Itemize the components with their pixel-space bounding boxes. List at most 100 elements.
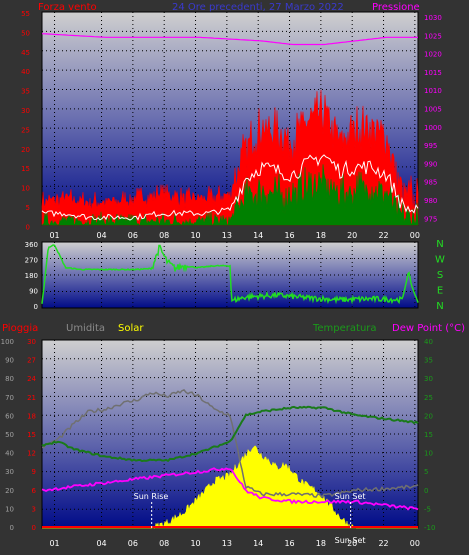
sunset-axis-annotation: Sun Set: [335, 536, 366, 545]
x-tick-label: 00: [410, 539, 420, 548]
direction-y-tick: 360: [25, 241, 38, 249]
humidity-y-tick: 100: [1, 338, 14, 346]
rain-y-tick: 24: [27, 375, 36, 383]
climate-series: [41, 389, 419, 529]
wind-pressure-chart: Forza vento 24 Ore precedenti, 27 Marzo …: [21, 2, 442, 240]
temperature-y-tick: -5: [424, 505, 431, 513]
wind-average-series: [41, 154, 419, 221]
x-tick-label: 00: [410, 231, 420, 240]
x-tick-label: 10: [190, 231, 200, 240]
dewpoint-legend: Dew Point (°C): [392, 323, 465, 334]
x-tick-label: 20: [347, 539, 357, 548]
compass-label: N: [436, 301, 443, 312]
direction-y-axis: 360 270 180 90 0: [25, 241, 38, 311]
pressure-y-tick: 1005: [424, 106, 442, 114]
wind-y-tick: 20: [21, 146, 30, 154]
x-tick-label: 06: [128, 231, 138, 240]
humidity-y-tick: 0: [10, 524, 14, 532]
humidity-y-tick: 40: [5, 450, 14, 458]
pressure-y-axis: 1030 1025 1020 1015 1010 1005 1000 995 990 985 980…: [424, 14, 442, 223]
humidity-y-tick: 60: [5, 412, 14, 420]
x-tick-label: 04: [96, 539, 106, 548]
x-tick-label: 16: [284, 231, 294, 240]
pressure-y-tick: 1000: [424, 124, 442, 132]
temperature-y-tick: 10: [424, 450, 433, 458]
climate-x-axis: 01 04 06 08 10 13 14 16 18 20 22 00: [49, 539, 420, 548]
pressure-y-tick: 1010: [424, 87, 442, 95]
x-tick-label: 01: [49, 539, 59, 548]
x-tick-label: 22: [378, 539, 388, 548]
rain-y-tick: 12: [27, 450, 36, 458]
x-tick-label: 22: [378, 231, 388, 240]
x-tick-label: 20: [347, 231, 357, 240]
rain-y-tick: 15: [27, 431, 36, 439]
rain-y-tick: 18: [27, 412, 36, 420]
temperature-y-tick: 0: [424, 487, 428, 495]
wind-y-tick: 30: [21, 107, 30, 115]
compass-label: S: [437, 270, 443, 281]
dewpoint-series: [41, 467, 419, 511]
temperature-series: [41, 405, 419, 463]
temperature-y-tick: 5: [424, 468, 428, 476]
x-tick-label: 16: [284, 539, 294, 548]
wind-y-tick: 45: [21, 49, 30, 57]
sunrise-annotation: Sun Rise: [134, 492, 169, 501]
humidity-y-tick: 20: [5, 487, 14, 495]
temperature-y-tick: 35: [424, 357, 433, 365]
wind-y-tick: 55: [21, 10, 30, 18]
rain-y-tick: 27: [27, 357, 36, 365]
direction-series: [41, 244, 419, 305]
wind-x-axis: 01 04 06 08 10 13 14 16 18 20 22 00: [49, 231, 420, 240]
x-tick-label: 14: [253, 231, 263, 240]
solar-legend: Solar: [118, 323, 144, 334]
rain-y-tick: 30: [27, 338, 36, 346]
pressure-y-tick: 995: [424, 142, 437, 150]
temperature-y-tick: 15: [424, 431, 433, 439]
temperature-legend: Temperatura: [312, 323, 377, 334]
humidity-y-tick: 70: [5, 394, 14, 402]
x-tick-label: 08: [159, 231, 169, 240]
temperature-y-tick: 30: [424, 375, 433, 383]
x-tick-label: 18: [316, 231, 326, 240]
temperature-y-tick: 20: [424, 412, 433, 420]
wind-axis-label: Forza vento: [38, 2, 97, 13]
wind-y-tick: 40: [21, 68, 30, 76]
x-tick-label: 14: [253, 539, 263, 548]
x-tick-label: 04: [96, 231, 106, 240]
wind-y-tick: 15: [21, 165, 30, 173]
x-tick-label: 13: [222, 539, 232, 548]
wind-base-series: [41, 164, 419, 227]
wind-y-tick: 5: [26, 204, 30, 212]
rain-y-tick: 21: [27, 394, 36, 402]
wind-y-tick: 0: [26, 223, 30, 231]
wind-series: [41, 33, 419, 227]
wind-grid: [42, 12, 418, 225]
x-tick-label: 13: [222, 231, 232, 240]
pressure-y-tick: 1015: [424, 69, 442, 77]
compass-label: W: [435, 255, 445, 266]
humidity-y-tick: 50: [5, 431, 14, 439]
humidity-y-tick: 10: [5, 505, 14, 513]
humidity-y-tick: 90: [5, 357, 14, 365]
climate-chart: Pioggia Umidita Solar Temperatura Dew Po…: [1, 323, 465, 548]
compass-label: E: [437, 286, 443, 297]
wind-y-tick: 10: [21, 185, 30, 193]
sunset-annotation: Sun Set: [335, 492, 366, 501]
rain-axis-label: Pioggia: [2, 323, 38, 334]
direction-y-tick: 180: [25, 272, 38, 280]
pressure-y-tick: 980: [424, 197, 437, 205]
rain-y-tick: 6: [32, 487, 37, 495]
pressure-y-tick: 1020: [424, 51, 442, 59]
pressure-series: [41, 33, 418, 46]
temperature-y-tick: -10: [424, 524, 435, 532]
pressure-y-tick: 975: [424, 215, 437, 223]
pressure-y-tick: 990: [424, 160, 437, 168]
humidity-legend: Umidita: [66, 323, 105, 334]
rain-y-tick: 0: [32, 524, 36, 532]
